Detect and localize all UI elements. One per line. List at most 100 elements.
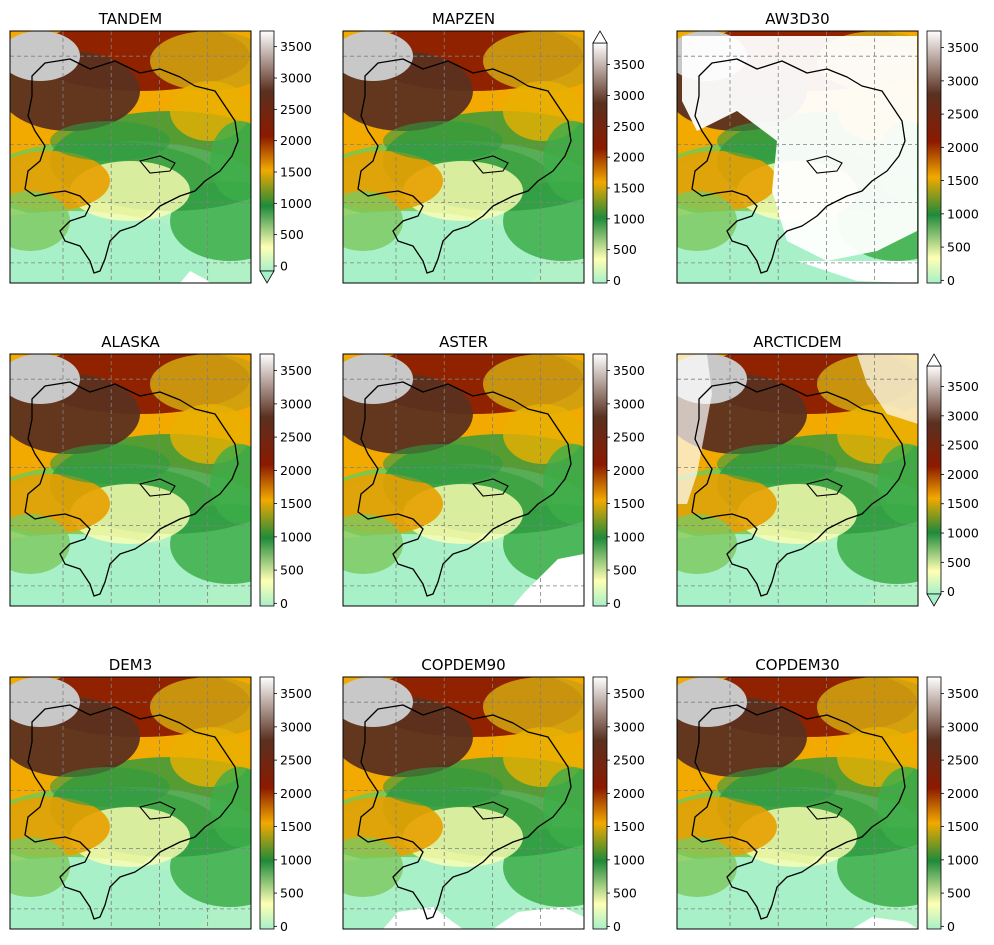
colorbar-gradient <box>592 42 608 284</box>
colorbar-extend-min <box>926 593 942 607</box>
colorbar-tick-label: 2500 <box>280 753 312 768</box>
nodata-region <box>493 907 584 929</box>
colorbar-tick-label: 1500 <box>280 819 312 834</box>
panel-title: ALASKA <box>101 333 160 351</box>
elevation-map <box>676 30 919 284</box>
map-frame <box>342 676 585 930</box>
nodata-region <box>857 354 918 424</box>
colorbar-tick-label: 0 <box>947 584 955 599</box>
colorbar: 0 500 1000 1500 2000 2500 3000 3500 <box>259 353 312 611</box>
panel-title: MAPZEN <box>432 10 495 28</box>
nodata-region <box>513 554 584 606</box>
colorbar-tick-label: 3000 <box>280 719 312 734</box>
glacier-outline <box>357 381 572 597</box>
map-frame <box>676 676 919 930</box>
map-frame <box>342 30 585 284</box>
colorbar-tick-label: 2500 <box>947 438 979 453</box>
colorbar-tick-label: 1000 <box>280 529 312 544</box>
glacier-outline <box>472 801 509 820</box>
colorbar-tick-label: 2500 <box>613 753 645 768</box>
colorbar-tick-label: 2000 <box>613 463 645 478</box>
colorbar-gradient <box>592 353 608 607</box>
glacier-outline <box>24 58 239 274</box>
colorbar: 0 500 1000 1500 2000 2500 3000 3500 <box>592 353 645 611</box>
colorbar-tick-label: 2500 <box>280 102 312 117</box>
glacier-outline <box>691 58 906 274</box>
glacier-outline <box>139 478 176 497</box>
elevation-map <box>676 676 919 930</box>
elevation-map <box>9 30 252 284</box>
colorbar-tick-label: 1500 <box>947 819 979 834</box>
elevation-map <box>9 353 252 607</box>
colorbar-tick-label: 2000 <box>613 150 645 165</box>
elevation-map <box>676 353 919 607</box>
colorbar-gradient <box>259 676 275 930</box>
panel-title: COPDEM90 <box>421 656 505 674</box>
colorbar: 0 500 1000 1500 2000 2500 3000 3500 <box>926 353 979 607</box>
colorbar-tick-label: 3000 <box>613 88 645 103</box>
nodata-region <box>682 36 917 261</box>
nodata-region <box>797 261 917 283</box>
colorbar-tick-label: 3000 <box>947 719 979 734</box>
colorbar-tick-label: 500 <box>280 886 304 901</box>
glacier-outline <box>139 155 176 174</box>
colorbar-tick-label: 1000 <box>613 211 645 226</box>
colorbar-tick-label: 2500 <box>947 107 979 122</box>
colorbar-gradient <box>592 676 608 930</box>
colorbar-tick-label: 500 <box>947 555 971 570</box>
colorbar-tick-label: 3500 <box>280 686 312 701</box>
colorbar-gradient <box>926 676 942 930</box>
colorbar-tick-label: 3500 <box>947 686 979 701</box>
colorbar-tick-label: 1000 <box>280 852 312 867</box>
colorbar-tick-label: 500 <box>280 563 304 578</box>
colorbar-tick-label: 3500 <box>280 39 312 54</box>
colorbar-tick-label: 1000 <box>947 206 979 221</box>
map-frame <box>676 353 919 607</box>
colorbar: 0 500 1000 1500 2000 2500 3000 3500 <box>259 30 312 284</box>
colorbar-tick-label: 3000 <box>280 70 312 85</box>
colorbar: 0 500 1000 1500 2000 2500 3000 3500 <box>926 676 979 934</box>
glacier-outline <box>691 704 906 920</box>
colorbar-tick-label: 1500 <box>613 180 645 195</box>
nodata-region <box>677 354 712 504</box>
glacier-outline <box>691 381 906 597</box>
colorbar-tick-label: 0 <box>280 919 288 934</box>
nodata-region <box>383 907 463 929</box>
colorbar-tick-label: 3500 <box>280 363 312 378</box>
colorbar-tick-label: 2000 <box>947 786 979 801</box>
colorbar-gradient <box>926 30 942 284</box>
colorbar-tick-label: 2000 <box>947 140 979 155</box>
panel-title: TANDEM <box>98 10 162 28</box>
colorbar-gradient <box>259 30 275 272</box>
colorbar-extend-max <box>592 30 608 44</box>
colorbar-tick-label: 2000 <box>280 786 312 801</box>
colorbar-tick-label: 1000 <box>613 529 645 544</box>
nodata-region <box>852 917 918 929</box>
glacier-outline <box>139 801 176 820</box>
colorbar-tick-label: 2000 <box>947 467 979 482</box>
colorbar: 0 500 1000 1500 2000 2500 3000 3500 <box>592 30 645 288</box>
colorbar-tick-label: 500 <box>947 886 971 901</box>
glacier-outline <box>472 478 509 497</box>
colorbar-tick-label: 0 <box>947 273 955 288</box>
colorbar-tick-label: 0 <box>613 596 621 611</box>
colorbar-tick-label: 1500 <box>280 496 312 511</box>
colorbar-tick-label: 3000 <box>613 719 645 734</box>
panel-title: ARCTICDEM <box>753 333 841 351</box>
glacier-outline <box>806 478 843 497</box>
glacier-outline <box>357 704 572 920</box>
colorbar-tick-label: 500 <box>613 886 637 901</box>
panel-title: DEM3 <box>109 656 153 674</box>
colorbar-tick-label: 0 <box>280 596 288 611</box>
colorbar-tick-label: 500 <box>280 227 304 242</box>
elevation-map <box>9 676 252 930</box>
colorbar-tick-label: 2000 <box>280 463 312 478</box>
colorbar-tick-label: 2500 <box>613 430 645 445</box>
elevation-map <box>342 676 585 930</box>
colorbar-extend-min <box>259 270 275 284</box>
map-frame <box>9 353 252 607</box>
glacier-outline <box>472 155 509 174</box>
colorbar-tick-label: 1000 <box>947 526 979 541</box>
colorbar-tick-label: 0 <box>613 273 621 288</box>
